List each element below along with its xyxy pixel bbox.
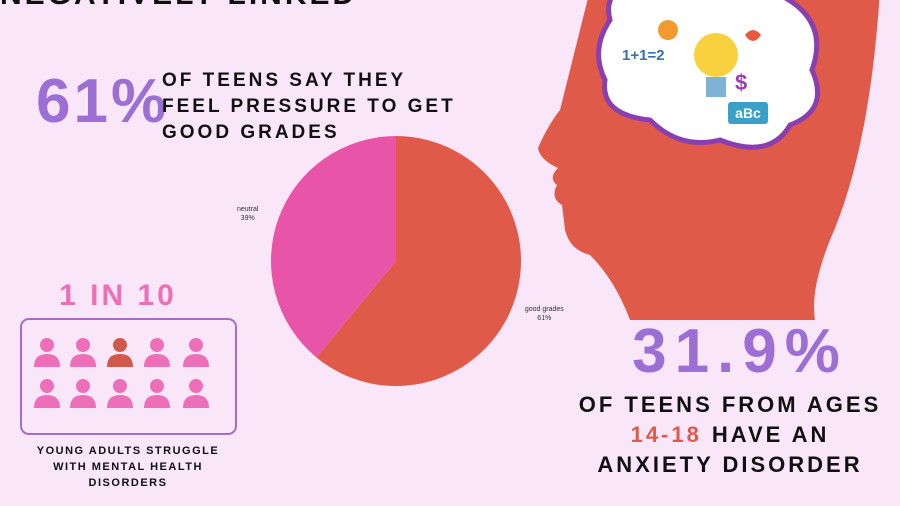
stat-line: ANXIETY DISORDER [597,452,862,477]
heart [745,30,761,41]
highlight: 14-18 [631,422,702,447]
stat-line-rest: HAVE AN [712,422,830,447]
pie-slice [316,136,521,386]
slice-value: 61% [537,315,551,322]
stat-value: 1 IN 10 [59,279,177,312]
stat-line: WITH MENTAL HEALTH [53,461,203,473]
stat-line: FEEL PRESSURE TO GET [162,96,456,117]
stat-line: GOOD GRADES [162,122,340,143]
stat-line: YOUNG ADULTS STRUGGLE [37,445,219,457]
pie-chart: good grades 61% neutral 39% [237,136,564,386]
icon-text: 1+1=2 [622,47,665,64]
slice-label: neutral [237,206,259,213]
stat-value: 31.9% [632,317,848,386]
stat-line: DISORDERS [89,477,168,489]
slice-value: 39% [241,215,255,222]
pie-slice [270,136,396,358]
icon-text: aBc [735,105,761,121]
icon-box [728,102,768,124]
stat-text: OF TEENS FROM AGES 14-18 HAVE AN ANXIETY … [579,392,882,477]
stat-value: 61% [36,67,169,136]
stat-text: YOUNG ADULTS STRUGGLE WITH MENTAL HEALTH… [37,445,219,489]
bulb-base [706,77,726,97]
stat-line: OF TEENS SAY THEY [162,70,406,91]
icon-text: $ [735,70,747,95]
bulb [694,33,738,77]
icon-frame [20,318,237,435]
gear [658,20,678,40]
stat-line: 14-18 HAVE AN [631,422,830,447]
stat-line: OF TEENS FROM AGES [579,392,882,417]
stat-text: OF TEENS SAY THEY FEEL PRESSURE TO GET G… [162,70,456,143]
title: NEGATIVELY LINKED [0,0,357,11]
slice-label: good grades [525,306,564,313]
head: 1+1=2 aBc $ [538,0,880,320]
